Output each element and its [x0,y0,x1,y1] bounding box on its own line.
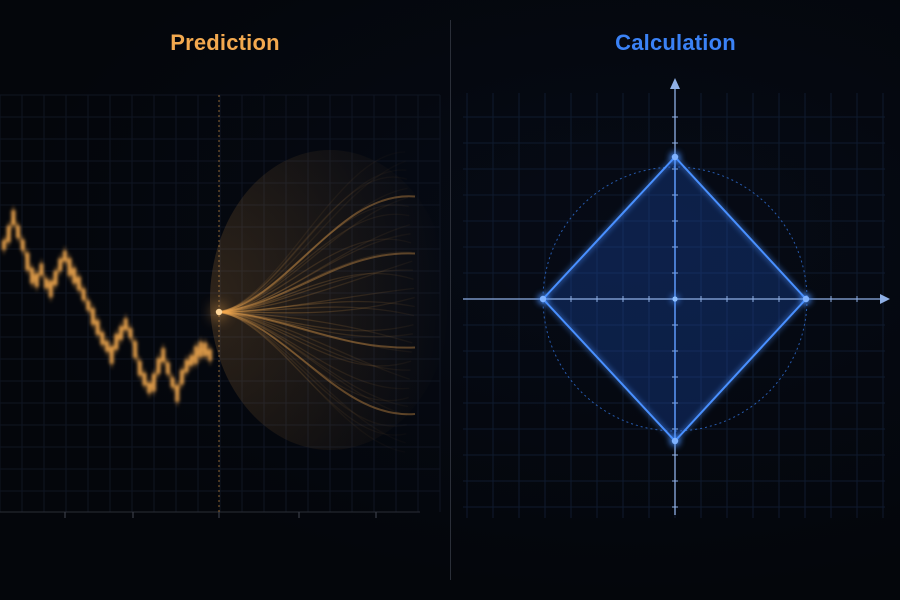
forecast-path-highlight [218,311,416,416]
calculation-title: Calculation [615,30,736,55]
present-point-core [215,308,223,316]
calculation-panel: Calculation [451,0,900,600]
forecast-path-highlight [218,252,416,313]
forecast-path [218,176,408,313]
prediction-axis-ticks [64,512,377,518]
forecast-path [218,204,409,313]
vertex-top [669,151,681,163]
y-axis-arrow [670,78,680,89]
forecast-fan [210,150,450,453]
forecast-path [218,251,412,313]
forecast-path [218,311,408,417]
forecast-path-highlight [218,195,416,313]
price-trace [3,214,211,397]
forecast-path [218,272,414,313]
prediction-chart [0,94,450,518]
x-axis-arrow [880,294,890,304]
forecast-path [218,311,411,380]
vertex-bottom [669,435,681,447]
prediction-title: Prediction [170,30,280,55]
vertex-right [800,293,812,305]
forecast-path [218,306,415,317]
forecast-path [218,311,413,344]
origin-point [670,294,680,304]
forecast-path [218,311,406,444]
price-history [1,206,213,406]
forecast-path [218,238,412,313]
forecast-path [218,213,410,313]
vertex-left [537,293,549,305]
prediction-panel: Prediction [0,30,450,518]
forecast-path [218,311,406,453]
calculation-diagram [463,78,890,518]
forecast-path [218,151,406,313]
forecast-path-highlight [218,311,416,349]
panel-divider [450,20,451,580]
forecast-path [218,311,412,353]
